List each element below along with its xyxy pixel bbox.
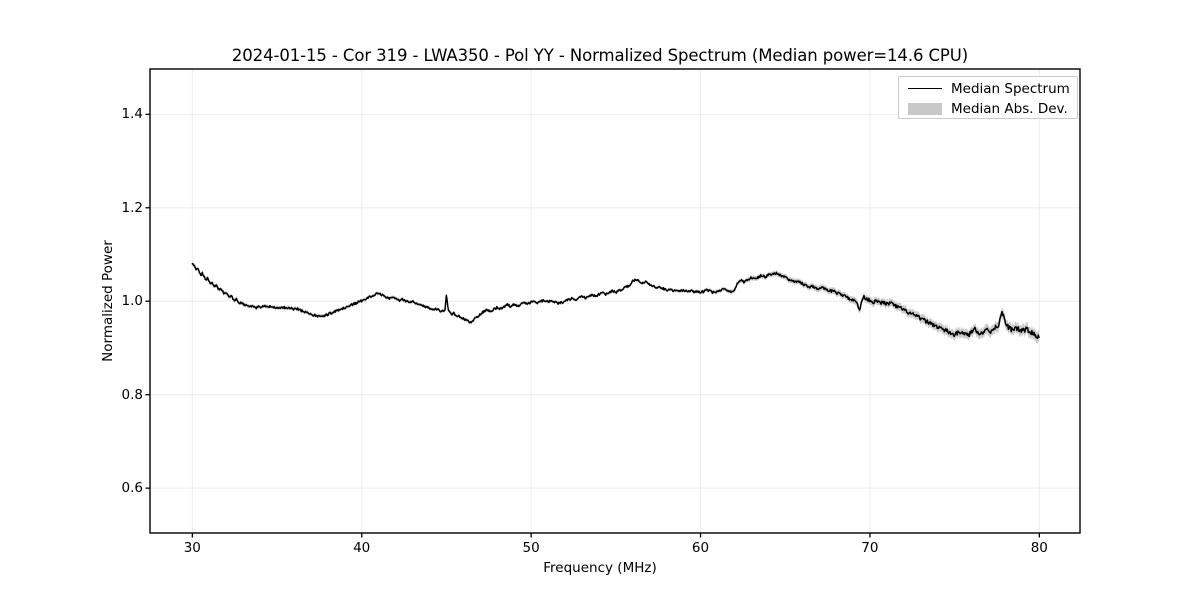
x-tick-label: 70 (861, 540, 879, 556)
y-tick-label: 0.6 (121, 480, 143, 497)
legend-label-median-spectrum: Median Spectrum (951, 80, 1070, 97)
axis-tick-marks (145, 113, 1040, 538)
y-tick-label: 1.0 (121, 293, 143, 310)
median-spectrum-line (191, 263, 1040, 339)
y-tick-label: 1.4 (121, 106, 143, 123)
y-tick-label: 0.8 (121, 386, 143, 403)
x-tick-label: 40 (353, 540, 371, 556)
x-tick-label: 80 (1030, 540, 1048, 556)
legend-line-swatch-icon (908, 88, 942, 89)
y-tick-label: 1.2 (121, 199, 143, 216)
x-tick-label: 30 (183, 540, 201, 556)
legend: Median Spectrum Median Abs. Dev. (898, 76, 1078, 119)
x-tick-label: 50 (522, 540, 540, 556)
x-tick-label: 60 (691, 540, 710, 556)
legend-patch-swatch-icon (908, 102, 942, 115)
legend-label-median-abs-dev: Median Abs. Dev. (951, 100, 1068, 117)
legend-item-median-abs-dev: Median Abs. Dev. (899, 98, 1077, 119)
x-axis-label: Frequency (MHz) (543, 560, 657, 576)
chart-title: 2024-01-15 - Cor 319 - LWA350 - Pol YY -… (231, 46, 969, 65)
plot-frame (149, 68, 1081, 534)
legend-item-median-spectrum: Median Spectrum (899, 78, 1077, 99)
